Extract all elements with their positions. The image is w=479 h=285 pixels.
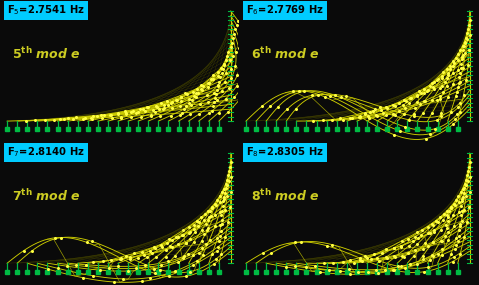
Text: $\mathbf{5^{th}}$ mod e: $\mathbf{5^{th}}$ mod e <box>12 46 80 62</box>
Text: F$_{6}$=2.7769 Hz: F$_{6}$=2.7769 Hz <box>246 3 324 17</box>
Text: $\mathbf{6^{th}}$ mod e: $\mathbf{6^{th}}$ mod e <box>251 46 319 62</box>
Text: F$_{8}$=2.8305 Hz: F$_{8}$=2.8305 Hz <box>246 146 324 159</box>
Text: $\mathbf{8^{th}}$ mod e: $\mathbf{8^{th}}$ mod e <box>251 188 319 204</box>
Text: $\mathbf{7^{th}}$ mod e: $\mathbf{7^{th}}$ mod e <box>12 188 80 204</box>
Text: F$_{7}$=2.8140 Hz: F$_{7}$=2.8140 Hz <box>7 146 85 159</box>
Text: F$_{5}$=2.7541 Hz: F$_{5}$=2.7541 Hz <box>7 3 85 17</box>
